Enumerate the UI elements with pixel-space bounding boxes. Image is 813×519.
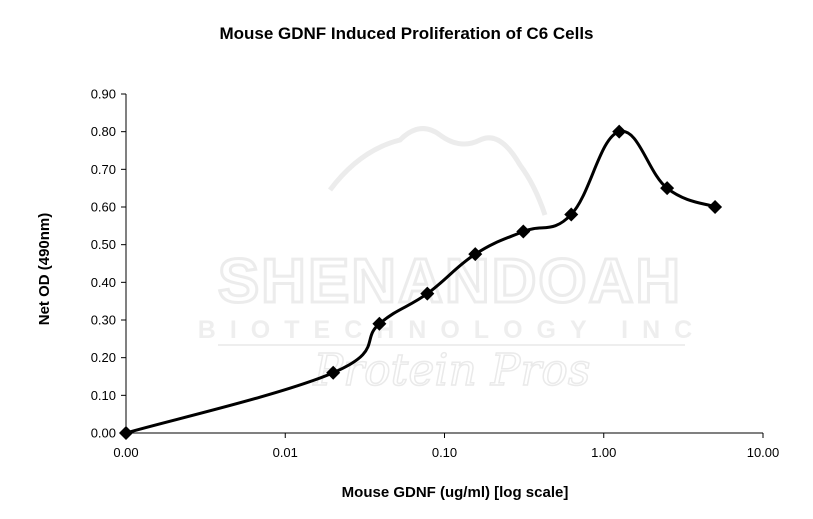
y-tick-label: 0.20 xyxy=(91,350,116,365)
y-tick-label: 0.30 xyxy=(91,313,116,328)
y-tick-label: 0.00 xyxy=(91,426,116,441)
data-point-diamond xyxy=(660,181,675,196)
y-tick-label: 0.70 xyxy=(91,162,116,177)
watermark: SHENANDOAH BIOTECHNOLOGY INC Protein Pro… xyxy=(198,126,706,397)
series-markers xyxy=(119,124,723,440)
chart-title: Mouse GDNF Induced Proliferation of C6 C… xyxy=(219,24,594,43)
data-point-diamond xyxy=(326,365,341,380)
y-tick-label: 0.40 xyxy=(91,275,116,290)
watermark-line-1: SHENANDOAH xyxy=(218,247,682,316)
data-point-diamond xyxy=(516,224,531,239)
watermark-line-2: BIOTECHNOLOGY INC xyxy=(198,316,706,344)
x-tick-label: 0.10 xyxy=(432,445,457,460)
y-tick-label: 0.90 xyxy=(91,87,116,102)
x-tick-label: 0.00 xyxy=(113,445,138,460)
data-point-diamond xyxy=(708,200,723,214)
x-tick-label: 0.01 xyxy=(273,445,298,460)
x-tick-label: 10.00 xyxy=(747,445,780,460)
watermark-line-3: Protein Pros xyxy=(313,345,591,396)
y-tick-label: 0.10 xyxy=(91,388,116,403)
data-point-diamond xyxy=(468,247,483,262)
y-axis-title: Net OD (490nm) xyxy=(36,213,53,326)
watermark-mountain-logo xyxy=(328,126,548,216)
data-point-diamond xyxy=(119,426,133,440)
y-tick-label: 0.80 xyxy=(91,124,116,139)
y-tick-label: 0.50 xyxy=(91,237,116,252)
x-axis-ticks: 0.00 0.01 0.10 1.00 10.00 xyxy=(113,433,779,460)
x-axis-title: Mouse GDNF (ug/ml) [log scale] xyxy=(342,484,569,501)
y-axis-ticks: 0.00 0.10 0.20 0.30 0.40 0.50 0.60 0.70 0.80 0.90 xyxy=(91,87,126,441)
plot-axes: 0.00 0.10 0.20 0.30 0.40 0.50 0.60 0.70 0.80 0.90… xyxy=(91,87,780,461)
y-tick-label: 0.60 xyxy=(91,200,116,215)
data-point-diamond xyxy=(420,286,435,301)
data-point-diamond xyxy=(612,124,627,139)
x-tick-label: 1.00 xyxy=(591,445,616,460)
data-point-diamond xyxy=(372,316,387,331)
data-point-diamond xyxy=(564,207,579,222)
